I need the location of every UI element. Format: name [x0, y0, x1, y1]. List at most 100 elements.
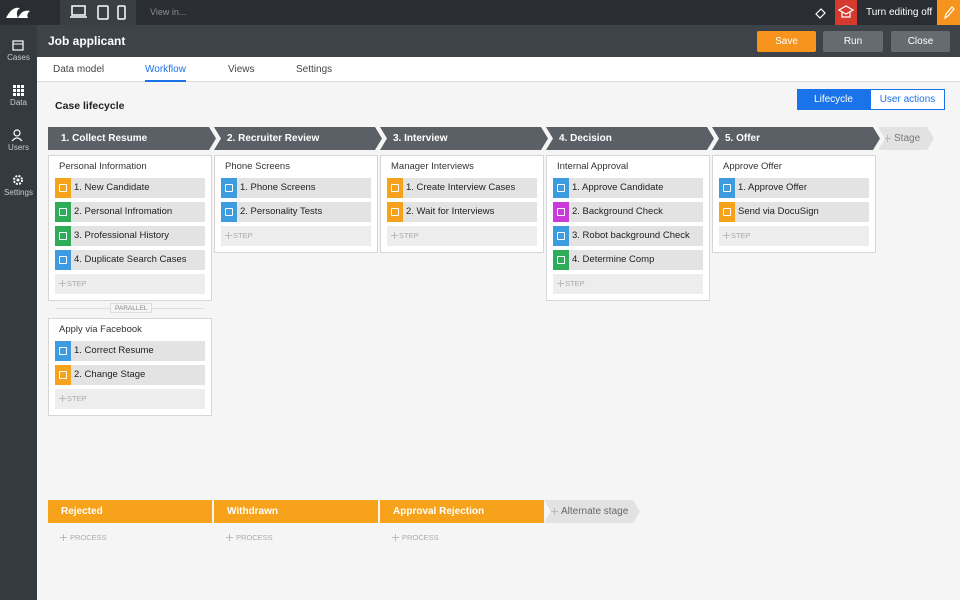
add-step[interactable]: STEP [387, 226, 537, 246]
header-button[interactable]: Save [757, 31, 816, 52]
top-bar: View in... Turn editing off [0, 0, 960, 25]
step[interactable]: 4. Determine Comp [553, 250, 703, 270]
step[interactable]: 3. Robot background Check [553, 226, 703, 246]
step-icon [553, 226, 569, 246]
process-box: Personal Information 1. New Candidate 2. P… [48, 155, 212, 301]
step-icon [553, 178, 569, 198]
sidebar-icon [13, 175, 23, 185]
stage-header[interactable]: 4. Decision [546, 127, 714, 150]
device-switcher [60, 0, 136, 25]
step[interactable]: 1. Approve Candidate [553, 178, 703, 198]
sidebar-icon [13, 85, 24, 96]
step[interactable]: 2. Personal Infromation [55, 202, 205, 222]
plus-icon [723, 232, 730, 239]
add-stage[interactable]: Stage [878, 127, 934, 150]
step-icon [55, 178, 71, 198]
sidebar-item[interactable]: Data [0, 82, 37, 120]
device-icons[interactable] [70, 5, 130, 20]
edit-toggle[interactable] [937, 0, 960, 25]
step-icon [221, 178, 237, 198]
process-box: Internal Approval 1. Approve Candidate 2. … [546, 155, 710, 301]
process-title[interactable]: Personal Information [59, 161, 147, 172]
sidebar-label: Users [8, 143, 29, 152]
tab[interactable]: Settings [296, 64, 333, 75]
step[interactable]: 1. New Candidate [55, 178, 205, 198]
sidebar-icon [12, 40, 24, 51]
add-process[interactable]: PROCESS [60, 533, 107, 543]
process-title[interactable]: Phone Screens [225, 161, 290, 172]
step-icon [55, 202, 71, 222]
stage-header[interactable]: 5. Offer [712, 127, 880, 150]
plus-icon [557, 280, 564, 287]
add-process[interactable]: PROCESS [226, 533, 273, 543]
step-icon [55, 341, 71, 361]
sidebar-label: Cases [7, 53, 30, 62]
add-step[interactable]: STEP [55, 389, 205, 409]
add-process[interactable]: PROCESS [392, 533, 439, 543]
alternate-stage[interactable]: Rejected [48, 500, 212, 523]
parallel-label: PARALLEL [110, 303, 153, 313]
step[interactable]: 1. Correct Resume [55, 341, 205, 361]
tab-bar [37, 57, 960, 82]
tab[interactable]: Workflow [145, 57, 186, 82]
step-icon [719, 178, 735, 198]
process-title[interactable]: Manager Interviews [391, 161, 474, 172]
plus-icon [59, 280, 66, 287]
add-step[interactable]: STEP [55, 274, 205, 294]
plus-icon [391, 232, 398, 239]
add-step[interactable]: STEP [719, 226, 869, 246]
stage-header[interactable]: 1. Collect Resume [48, 127, 216, 150]
step[interactable]: Send via DocuSign [719, 202, 869, 222]
add-alternate-stage[interactable]: Alternate stage [544, 500, 640, 523]
step-icon [553, 202, 569, 222]
alternate-stage[interactable]: Approval Rejection [380, 500, 544, 523]
plus-icon [392, 534, 399, 541]
step[interactable]: 2. Personality Tests [221, 202, 371, 222]
step[interactable]: 2. Change Stage [55, 365, 205, 385]
process-box: Manager Interviews 1. Create Interview Ca… [380, 155, 544, 253]
add-step[interactable]: STEP [221, 226, 371, 246]
plus-icon [551, 508, 558, 515]
stage-header[interactable]: 3. Interview [380, 127, 548, 150]
step[interactable]: 3. Professional History [55, 226, 205, 246]
sidebar-item[interactable]: Users [0, 127, 37, 165]
sidebar-item[interactable]: Cases [0, 37, 37, 75]
tab[interactable]: Views [228, 64, 255, 75]
header-button[interactable]: Run [823, 31, 883, 52]
tab[interactable]: Data model [53, 64, 105, 75]
sidebar: Cases Data Users Settings [0, 25, 37, 600]
process-title[interactable]: Internal Approval [557, 161, 629, 172]
step[interactable]: 4. Duplicate Search Cases [55, 250, 205, 270]
sidebar-label: Data [10, 98, 27, 107]
step-icon [387, 202, 403, 222]
alternate-stage[interactable]: Withdrawn [214, 500, 378, 523]
header-button[interactable]: Close [891, 31, 950, 52]
view-in[interactable]: View in... [150, 7, 187, 17]
step-icon [553, 250, 569, 270]
step[interactable]: 1. Approve Offer [719, 178, 869, 198]
step-icon [55, 365, 71, 385]
step[interactable]: 1. Create Interview Cases [387, 178, 537, 198]
stage-header[interactable]: 2. Recruiter Review [214, 127, 382, 150]
step[interactable]: 2. Background Check [553, 202, 703, 222]
tool-icon[interactable] [814, 6, 827, 19]
step[interactable]: 2. Wait for Interviews [387, 202, 537, 222]
sidebar-icon [11, 129, 23, 142]
turn-editing-off[interactable]: Turn editing off [866, 7, 933, 18]
process-title[interactable]: Apply via Facebook [59, 324, 142, 335]
process-title[interactable]: Approve Offer [723, 161, 782, 172]
app-title: Job applicant [48, 34, 126, 48]
add-step[interactable]: STEP [553, 274, 703, 294]
toggle-button[interactable]: User actions [870, 89, 945, 110]
process-box: Phone Screens 1. Phone Screens 2. Personal… [214, 155, 378, 253]
step-icon [387, 178, 403, 198]
plus-icon [60, 534, 67, 541]
step[interactable]: 1. Phone Screens [221, 178, 371, 198]
process-box: Approve Offer 1. Approve Offer Send via Do… [712, 155, 876, 253]
sidebar-item[interactable]: Settings [0, 172, 37, 210]
toggle-button[interactable]: Lifecycle [797, 89, 870, 110]
learn-button[interactable] [835, 0, 857, 25]
step-icon [55, 226, 71, 246]
plus-icon [884, 135, 891, 142]
